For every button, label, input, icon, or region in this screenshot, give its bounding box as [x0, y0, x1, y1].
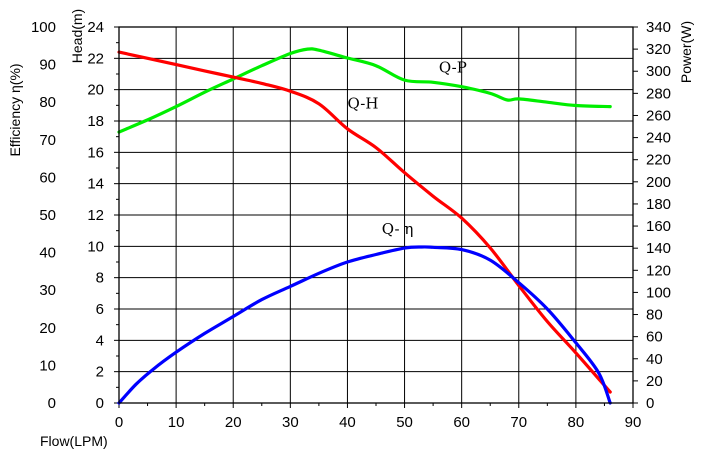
series-annotations: Q-P Q-H Q- η [347, 58, 466, 237]
power-tick-label: 220 [646, 152, 671, 169]
head-tick-label: 2 [96, 364, 104, 381]
series-line-q-p [117, 47, 612, 134]
power-axis-title: Power(W) [678, 21, 694, 83]
head-tick-label: 6 [96, 301, 104, 318]
efficiency-tick-label: 90 [39, 57, 56, 74]
efficiency-axis-title: Efficiency η(%) [7, 63, 23, 156]
power-tick-label: 140 [646, 240, 671, 257]
efficiency-tick-label: 70 [39, 132, 56, 149]
efficiency-tick-label: 30 [39, 282, 56, 299]
tick-labels: 0 10 20 30 40 50 60 70 80 90010203040506070809010… [31, 19, 671, 431]
head-tick-label: 12 [87, 207, 104, 224]
x-tick-label: 70 [510, 414, 527, 431]
flow-axis-title: Flow(LPM) [40, 433, 108, 449]
head-tick-label: 22 [87, 50, 104, 67]
power-tick-label: 200 [646, 174, 671, 191]
efficiency-tick-label: 10 [39, 357, 56, 374]
head-tick-label: 14 [87, 176, 104, 193]
power-tick-label: 120 [646, 262, 671, 279]
x-tick-label: 10 [168, 414, 185, 431]
efficiency-tick-label: 100 [31, 19, 56, 36]
x-tick-label: 50 [396, 414, 413, 431]
head-tick-label: 8 [96, 270, 104, 287]
series-annotation: Q- η [382, 220, 414, 238]
head-tick-label: 20 [87, 82, 104, 99]
grid [119, 27, 633, 403]
series-annotation: Q-H [347, 94, 378, 112]
series-lines [117, 47, 612, 405]
plot-frame [118, 26, 634, 404]
x-tick-label: 60 [453, 414, 470, 431]
power-tick-label: 180 [646, 196, 671, 213]
x-tick-label: 0 [115, 414, 123, 431]
head-tick-label: 24 [87, 19, 104, 36]
power-tick-label: 40 [646, 351, 663, 368]
efficiency-tick-label: 80 [39, 94, 56, 111]
power-tick-label: 260 [646, 107, 671, 124]
head-tick-label: 4 [96, 332, 104, 349]
axis-ticks [114, 26, 638, 408]
head-axis-title: Head(m) [69, 9, 85, 63]
power-tick-label: 20 [646, 373, 663, 390]
efficiency-tick-label: 50 [39, 207, 56, 224]
series-annotation: Q-P [439, 58, 467, 76]
power-tick-label: 160 [646, 218, 671, 235]
x-tick-label: 20 [225, 414, 242, 431]
head-tick-label: 0 [96, 395, 104, 412]
efficiency-tick-label: 60 [39, 169, 56, 186]
head-tick-label: 10 [87, 238, 104, 255]
power-tick-label: 280 [646, 85, 671, 102]
x-tick-label: 80 [568, 414, 585, 431]
x-tick-label: 90 [625, 414, 642, 431]
power-tick-label: 60 [646, 329, 663, 346]
series-line-q-h [117, 50, 612, 394]
x-tick-label: 40 [339, 414, 356, 431]
efficiency-tick-label: 20 [39, 320, 56, 337]
x-tick-label: 30 [282, 414, 299, 431]
power-tick-label: 340 [646, 19, 671, 36]
power-tick-label: 240 [646, 130, 671, 147]
efficiency-tick-label: 40 [39, 245, 56, 262]
power-tick-label: 320 [646, 41, 671, 58]
head-tick-label: 18 [87, 113, 104, 130]
head-tick-label: 16 [87, 144, 104, 161]
power-tick-label: 100 [646, 284, 671, 301]
power-tick-label: 80 [646, 307, 663, 324]
efficiency-tick-label: 0 [48, 395, 56, 412]
series-line-q [117, 245, 612, 405]
power-tick-label: 300 [646, 63, 671, 80]
power-tick-label: 0 [646, 395, 654, 412]
